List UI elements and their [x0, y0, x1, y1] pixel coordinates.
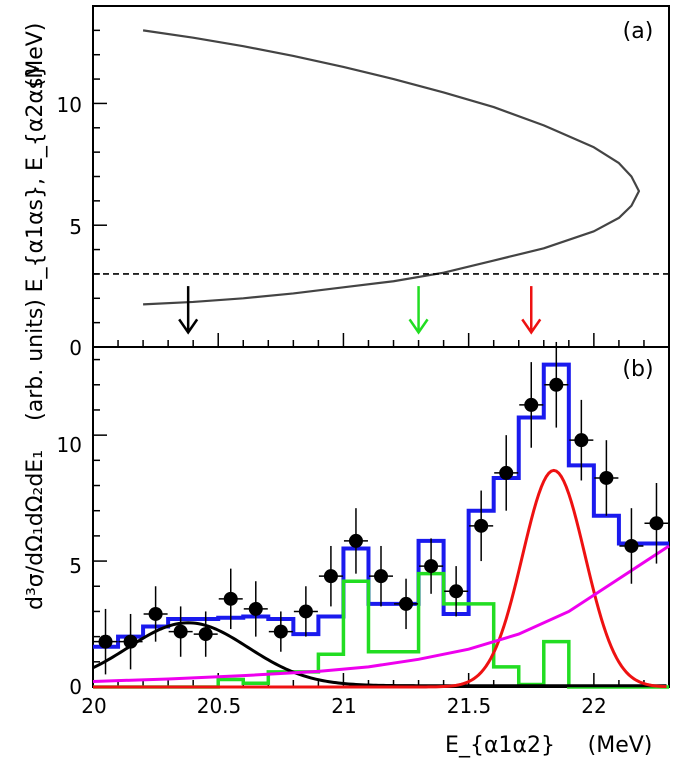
arrow-head: [521, 318, 542, 335]
data-point: [499, 465, 514, 480]
panel-a-ytick-labels: 5 10: [57, 93, 82, 239]
panel-b-xtick-label: 20.5: [197, 694, 242, 718]
panel-b-xtick-label: 22: [581, 694, 606, 718]
data-point: [599, 470, 614, 485]
data-point: [649, 516, 664, 531]
data-point: [148, 606, 163, 621]
data-point: [449, 584, 464, 599]
data-point: [549, 377, 564, 392]
panel-b-xlabel: E_{α1α2}: [445, 733, 555, 758]
data-point: [123, 634, 138, 649]
data-point: [273, 624, 288, 639]
data-point: [173, 624, 188, 639]
panel-a-label: (a): [623, 19, 654, 44]
panel-b-xtick-label: 21.5: [447, 694, 492, 718]
panel-a-ticks: [92, 5, 670, 348]
panel-b-xtick-label: 21: [331, 694, 356, 718]
data-point: [399, 596, 414, 611]
data-point: [624, 538, 639, 553]
panel-a-ytick-label: 5: [69, 215, 82, 239]
panel-b-ytick-label: 10: [57, 433, 82, 457]
data-point: [223, 591, 238, 606]
panel-b-xlabel-unit: (MeV): [588, 733, 653, 758]
panel-a-origin-label: 0: [69, 336, 82, 360]
arrow-head: [408, 318, 429, 335]
data-point: [374, 569, 388, 584]
data-point: [348, 533, 363, 548]
panel-a-ylabel: E_{α1αs}, E_{α2αs}: [23, 64, 48, 293]
gaussian-curve: [92, 621, 667, 688]
panel-a-frame: [92, 5, 670, 348]
gaussian-curve: [93, 468, 667, 689]
panel-b-ylabel: d³σ/dΩ₁dΩ₂dE₁: [23, 450, 48, 610]
panel-b-ytick-label: 0: [69, 675, 82, 699]
data-points: [93, 341, 669, 675]
data-point: [474, 518, 489, 533]
arrow-head: [178, 318, 199, 335]
data-point: [98, 634, 113, 649]
panel-a-ylabel-unit: (MeV): [23, 23, 48, 88]
data-point: [424, 559, 439, 574]
panel-b-ytick-labels: 0 5 10: [57, 433, 82, 699]
panel-b-xtick-label: 20: [81, 694, 106, 718]
kinematic-curve: [142, 29, 641, 306]
panel-a-ytick-label: 10: [57, 93, 82, 117]
panel-b-label: (b): [622, 357, 653, 382]
fit-curves: [92, 362, 670, 689]
panel-b-xtick-labels: 20 20.5 21 21.5 22: [81, 694, 606, 718]
data-point: [524, 397, 539, 412]
panel-b-ytick-label: 5: [69, 554, 82, 578]
data-point: [323, 569, 338, 584]
panel-b-ylabel-unit: (arb. units): [23, 299, 48, 421]
data-point: [198, 627, 213, 642]
kinematic-curve-line: [142, 29, 641, 306]
data-point: [298, 604, 313, 619]
data-point: [574, 433, 589, 448]
energy-arrows: [178, 286, 542, 335]
data-point: [248, 601, 263, 616]
histogram-line: [93, 571, 669, 689]
background-curve: [92, 544, 670, 683]
